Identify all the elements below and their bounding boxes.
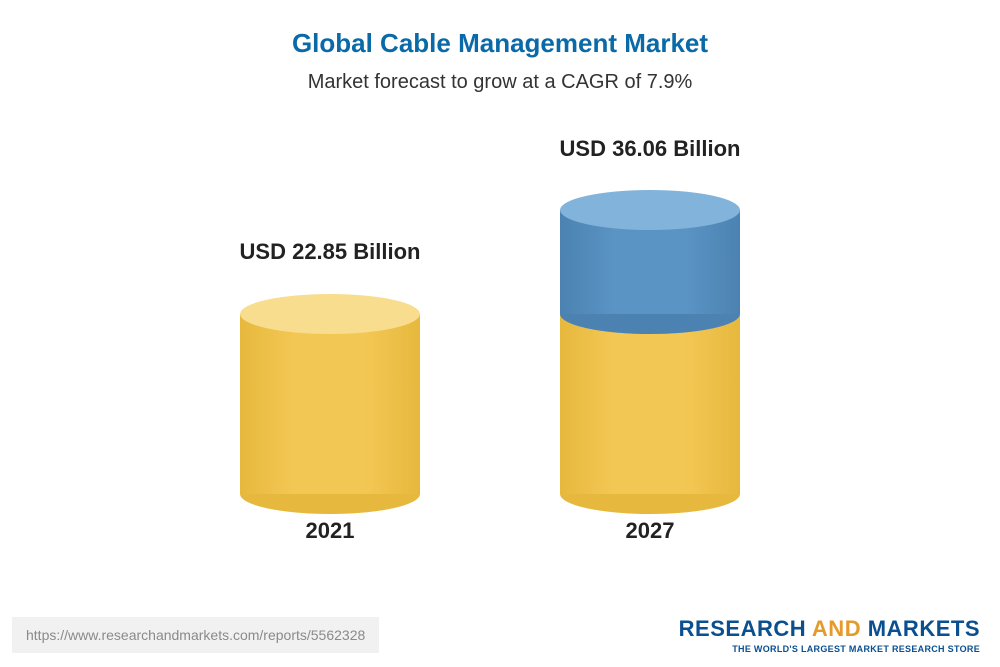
cyl-top-ellipse — [240, 294, 420, 334]
year-label-2021: 2021 — [240, 518, 420, 544]
logo-word-markets: MARKETS — [868, 616, 980, 641]
logo-word-and: AND — [812, 616, 861, 641]
cyl-body — [240, 314, 420, 494]
cylinder-2021: 2021 — [240, 294, 420, 494]
chart-title: Global Cable Management Market — [0, 0, 1000, 59]
value-label-2027: USD 36.06 Billion — [500, 136, 800, 162]
logo: RESEARCH AND MARKETS THE WORLD'S LARGEST… — [679, 616, 980, 654]
footer: https://www.researchandmarkets.com/repor… — [0, 602, 1000, 667]
logo-text: RESEARCH AND MARKETS — [679, 616, 980, 642]
year-label-2027: 2027 — [560, 518, 740, 544]
chart-area: USD 22.85 Billion USD 36.06 Billion 2021… — [0, 124, 1000, 544]
cylinder-2027: 2027 — [560, 190, 740, 494]
logo-tagline: THE WORLD'S LARGEST MARKET RESEARCH STOR… — [679, 644, 980, 654]
source-url: https://www.researchandmarkets.com/repor… — [12, 617, 379, 653]
cyl2-top-ellipse — [560, 190, 740, 230]
logo-word-research: RESEARCH — [679, 616, 806, 641]
chart-subtitle: Market forecast to grow at a CAGR of 7.9… — [0, 59, 1000, 94]
value-label-2021: USD 22.85 Billion — [180, 239, 480, 265]
cyl2-body-lower — [560, 314, 740, 494]
